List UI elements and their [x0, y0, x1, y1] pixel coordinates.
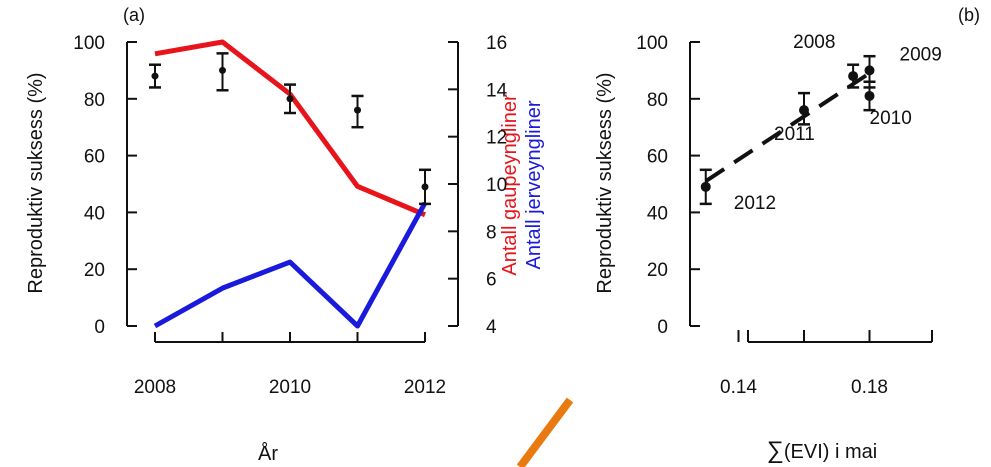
panel-a-left-tick-label: 40	[84, 203, 105, 224]
data-point	[864, 90, 875, 101]
panel-b-left-tick-label: 60	[647, 147, 668, 168]
panel-a-x-tick-label: 2008	[134, 377, 176, 398]
panel-b-left-tick-label: 20	[647, 260, 668, 281]
panel-a-label: (a)	[123, 5, 145, 25]
point-label-2011: 2011	[774, 124, 815, 145]
panel-a-right-tick-label: 6	[486, 270, 497, 291]
series-line-gaupe	[154, 39, 426, 218]
panel-a-left-tick-label: 80	[84, 90, 105, 111]
data-point	[286, 95, 294, 103]
panel-a: 0 20 40 60 80 100 2008 2010 2012 4 6 8 10 12 14 16	[73, 33, 507, 398]
panel-b-xlabel-text: (EVI) i mai	[784, 441, 877, 463]
data-point	[219, 66, 226, 74]
panel-b-left-tick-label: 80	[647, 90, 668, 111]
panel-a-right-label-gaupe: Antall gaupeyngliner	[499, 94, 521, 276]
panel-a-right-tick-label: 8	[486, 222, 497, 243]
panel-b-ylabel: Reproduktiv suksess (%)	[594, 72, 616, 293]
orange-stroke-decoration	[516, 397, 574, 467]
panel-b-x-tick-label: 0.14	[720, 377, 757, 398]
panel-a-right-label-jerv: Antall jerveyngliner	[523, 100, 545, 269]
data-point	[700, 181, 711, 192]
panel-a-left-tick-label: 60	[84, 147, 105, 168]
panel-b-left-tick-label: 0	[657, 317, 668, 338]
panel-a-ylabel: Reproduktiv suksess (%)	[25, 72, 47, 293]
panel-a-x-tick-label: 2012	[404, 377, 446, 398]
point-label-2009: 2009	[900, 44, 942, 65]
point-label-2010: 2010	[870, 108, 912, 129]
panel-b: 0 20 40 60 80 100 0.14 0.18 2008 2009 2010 2011 2012	[636, 32, 941, 398]
panel-a-right-tick-label: 14	[486, 80, 508, 101]
panel-a-left-tick-label: 0	[94, 317, 105, 338]
panel-a-left-tick-label: 20	[84, 260, 105, 281]
series-line-jerv	[153, 201, 428, 329]
data-point	[421, 183, 429, 191]
data-point	[354, 106, 361, 114]
panel-b-label: (b)	[958, 5, 980, 25]
panel-b-left-tick-label: 40	[647, 203, 668, 224]
panel-a-right-tick-label: 10	[486, 175, 507, 196]
panel-a-right-tick-label: 12	[486, 128, 507, 149]
point-label-2012: 2012	[734, 193, 776, 214]
panel-a-x-tick-label: 2010	[269, 377, 311, 398]
data-point	[864, 65, 875, 76]
sum-symbol: ∑	[767, 437, 784, 464]
data-point	[799, 105, 809, 116]
panel-a-xlabel: År	[258, 442, 278, 465]
point-label-2008: 2008	[793, 32, 835, 53]
data-point	[848, 71, 859, 82]
panel-b-xlabel: ∑(EVI) i mai	[767, 437, 877, 464]
panel-a-right-tick-label: 4	[486, 317, 497, 338]
panel-a-right-tick-label: 16	[486, 33, 507, 54]
panel-b-left-tick-label: 100	[636, 33, 668, 54]
panel-b-x-tick-label: 0.18	[851, 377, 888, 398]
data-point	[151, 72, 159, 80]
panel-a-left-tick-label: 100	[73, 33, 105, 54]
